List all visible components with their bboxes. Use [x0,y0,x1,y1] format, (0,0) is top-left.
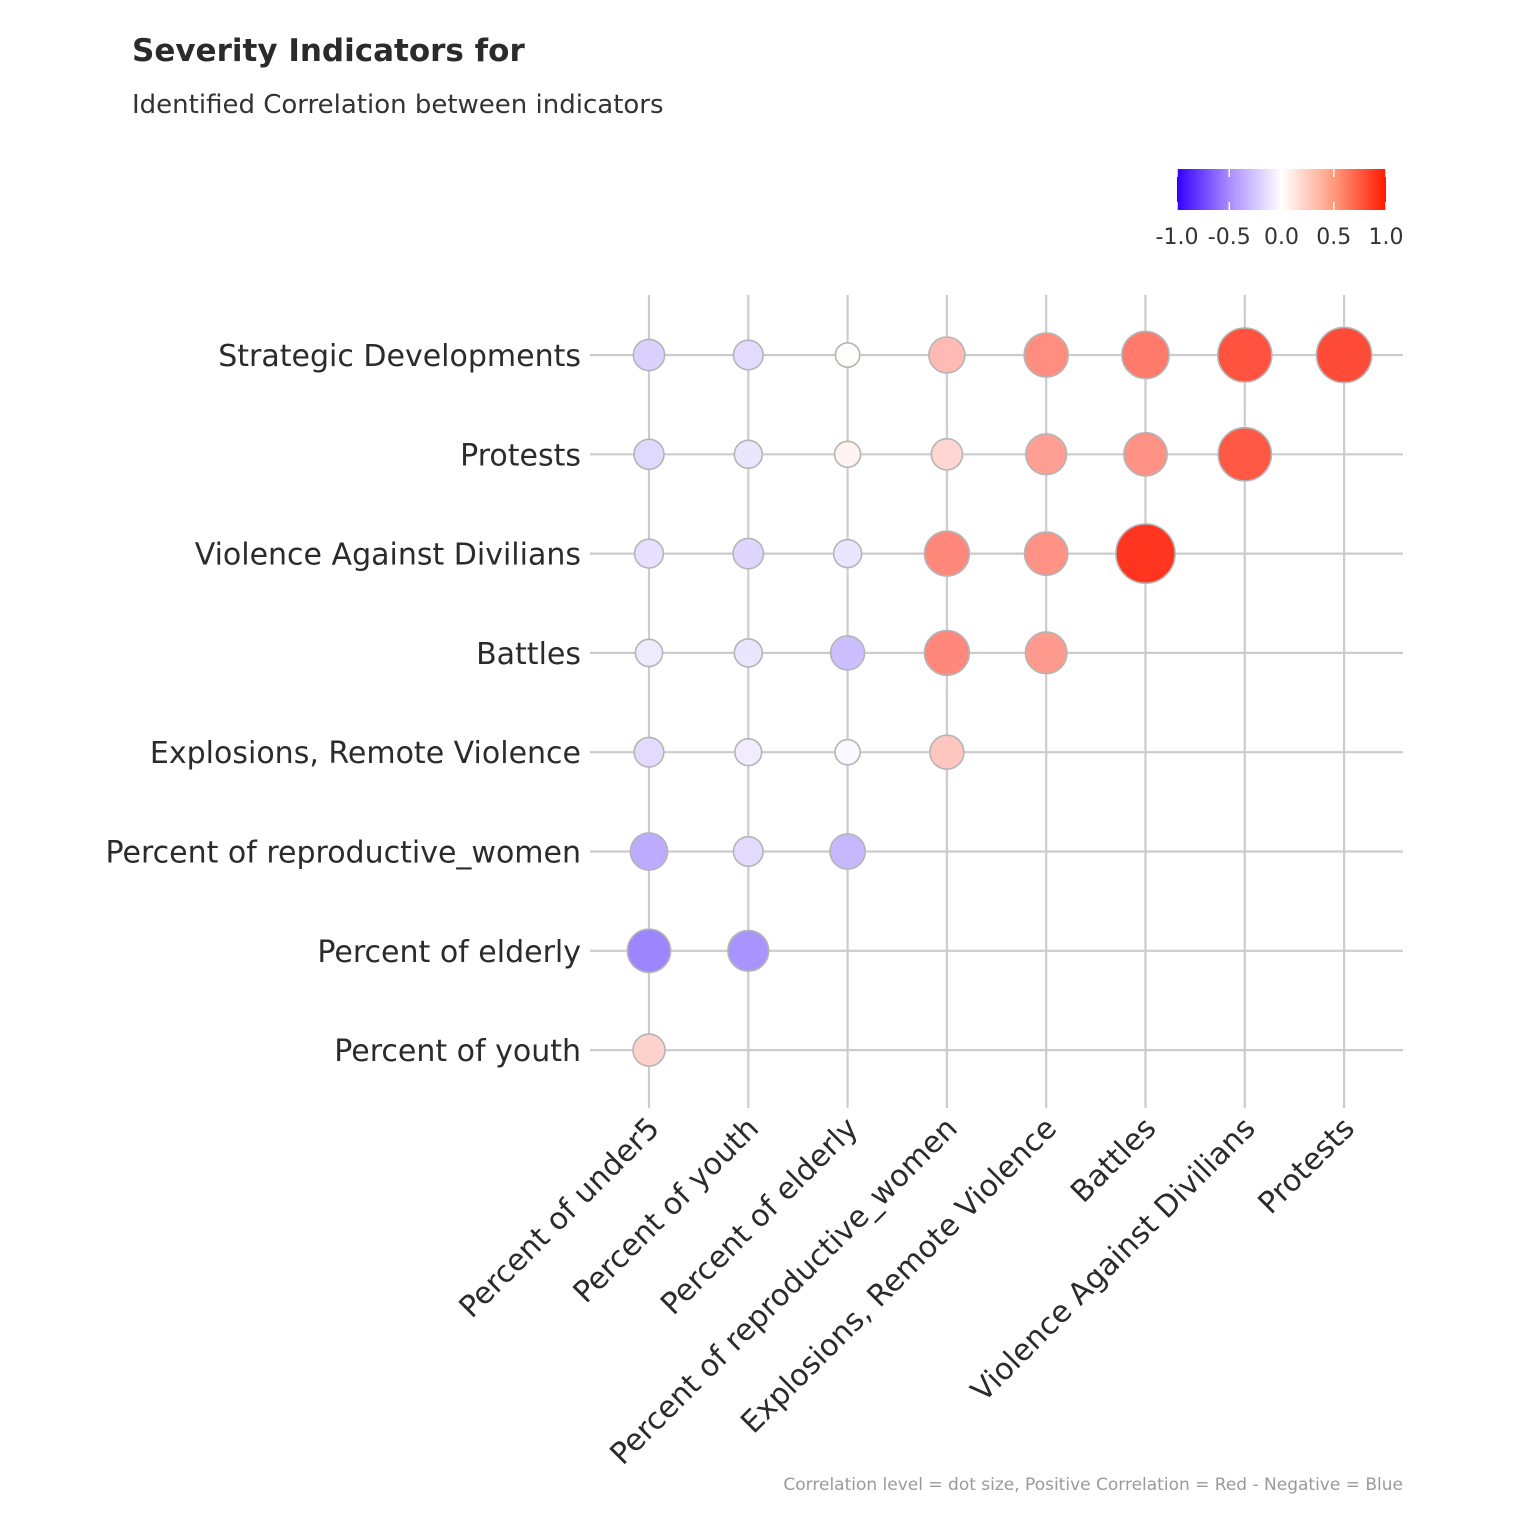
correlation-dot [727,929,770,972]
correlation-dot [928,336,966,374]
correlation-dot [834,738,862,766]
y-tick-label: Percent of youth [334,1034,581,1069]
correlation-dot [632,1033,666,1067]
y-tick-label: Battles [476,637,581,672]
correlation-dot [633,438,665,471]
correlation-dot [930,437,964,471]
y-tick-label: Explosions, Remote Violence [150,736,581,771]
correlation-dot [632,338,666,372]
correlation-dot [1023,332,1069,378]
y-tick-label: Protests [460,438,581,473]
legend-tick-label: 0.5 [1316,225,1351,250]
correlation-dot [1023,531,1069,577]
legend-tick-label: 1.0 [1369,225,1404,250]
y-tick-label: Percent of elderly [317,935,581,970]
legend-tick-label: -0.5 [1208,225,1251,250]
correlation-dot [1121,330,1170,380]
chart-title: Severity Indicators for [132,33,525,69]
correlation-dot [929,734,965,771]
x-tick-label: Protests [1252,1111,1362,1221]
correlation-dot [832,538,863,569]
correlation-dot [732,339,764,371]
y-tick-label: Violence Against Divilians [195,538,581,573]
y-tick-label: Strategic Developments [218,339,581,374]
y-tick-label: Percent of reproductive_women [105,836,581,871]
correlation-dot [629,832,669,871]
correlation-dot [833,440,862,469]
correlation-dot [1024,631,1068,675]
correlation-dot [733,439,764,470]
x-tick-label: Battles [1064,1111,1163,1210]
correlation-dot [829,833,867,870]
correlation-dot [1217,426,1273,482]
correlation-dot [1217,327,1273,383]
correlation-dot [633,538,665,569]
correlation-dot [733,638,764,668]
correlation-dot [634,638,664,668]
correlation-dot [732,835,764,868]
correlation-dot [834,341,861,368]
x-tick-label: Percent of youth [567,1111,766,1310]
correlation-dot [1315,326,1373,384]
y-axis-labels: Strategic Developments Protests Violence A… [105,339,581,1069]
correlation-dot [923,530,971,577]
correlation-dot [1123,431,1168,477]
x-tick-label: Percent of reproductive_women [604,1111,965,1472]
correlation-dots [626,326,1373,1067]
legend-tick-label: -1.0 [1156,225,1199,250]
legend-tick-label: 0.0 [1264,225,1299,250]
correlation-dot [829,635,866,671]
correlation-dot [633,736,665,768]
correlation-dot [923,629,971,677]
correlation-dot [626,928,672,974]
correlation-dot [734,737,763,767]
color-legend: -1.0 -0.5 0.0 0.5 1.0 [1156,169,1404,250]
chart-caption: Correlation level = dot size, Positive C… [783,1475,1403,1495]
correlation-dot [1024,433,1068,476]
grid-lines [590,295,1403,1108]
chart-subtitle: Identified Correlation between indicator… [132,90,664,120]
correlation-dot [732,537,765,570]
correlation-dot [1115,523,1176,585]
